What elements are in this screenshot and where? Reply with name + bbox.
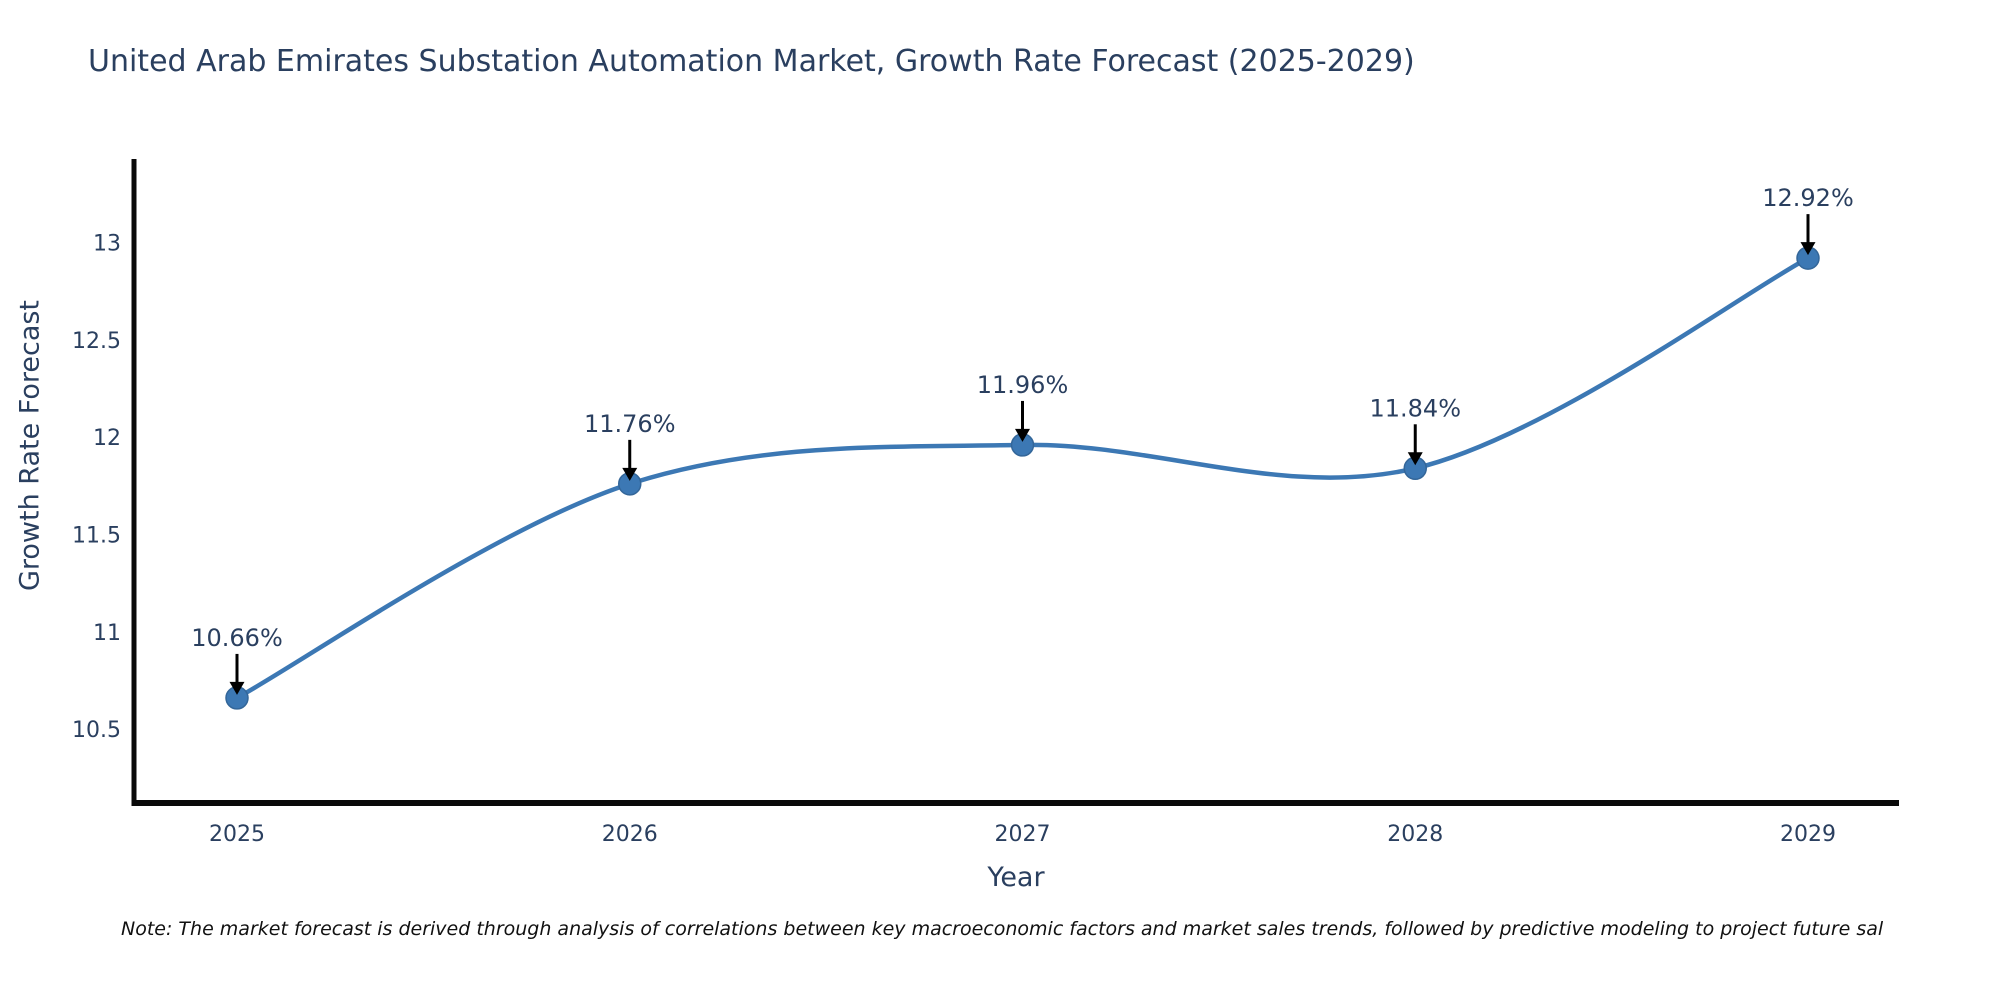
y-tick-label: 11.5 [72, 523, 121, 548]
point-annotation: 10.66% [191, 624, 283, 695]
y-axis-ticks: 10.5 11 11.5 12 12.5 13 [72, 232, 121, 744]
point-value-label: 11.76% [584, 410, 676, 438]
point-value-label: 11.96% [977, 371, 1069, 399]
point-value-label: 11.84% [1369, 394, 1461, 422]
annotation-arrowhead-icon [1800, 242, 1816, 256]
x-tick-label: 2025 [209, 822, 265, 847]
x-axis-ticks: 2025 2026 2027 2028 2029 [209, 822, 1836, 847]
y-tick-label: 12 [93, 426, 121, 451]
y-tick-label: 10.5 [72, 718, 121, 743]
footnote: Note: The market forecast is derived thr… [121, 918, 1884, 940]
x-tick-label: 2026 [602, 822, 658, 847]
point-value-label: 10.66% [191, 624, 283, 652]
point-annotation: 11.76% [584, 410, 676, 481]
annotation-arrowhead-icon [1407, 452, 1423, 466]
y-axis-title: Growth Rate Forecast [14, 299, 46, 592]
annotation-arrowhead-icon [1015, 428, 1030, 442]
y-tick-label: 13 [93, 232, 121, 257]
y-tick-label: 11 [93, 621, 121, 646]
annotation-arrowhead-icon [622, 467, 638, 481]
series-markers [225, 246, 1820, 710]
point-annotation: 11.84% [1369, 394, 1461, 466]
point-annotations: 10.66% 11.76% 11.96% 11.84% 12.92% [191, 184, 1854, 695]
x-axis-title: Year [987, 862, 1045, 893]
series-line [234, 255, 1811, 701]
point-value-label: 12.92% [1762, 184, 1854, 212]
x-tick-label: 2028 [1387, 822, 1443, 847]
point-annotation: 12.92% [1762, 184, 1854, 256]
annotation-arrowhead-icon [229, 681, 245, 695]
y-tick-label: 12.5 [72, 329, 121, 354]
chart-title: United Arab Emirates Substation Automati… [88, 44, 1415, 79]
x-tick-label: 2029 [1780, 822, 1836, 847]
x-tick-label: 2027 [995, 822, 1051, 847]
point-annotation: 11.96% [977, 371, 1069, 442]
